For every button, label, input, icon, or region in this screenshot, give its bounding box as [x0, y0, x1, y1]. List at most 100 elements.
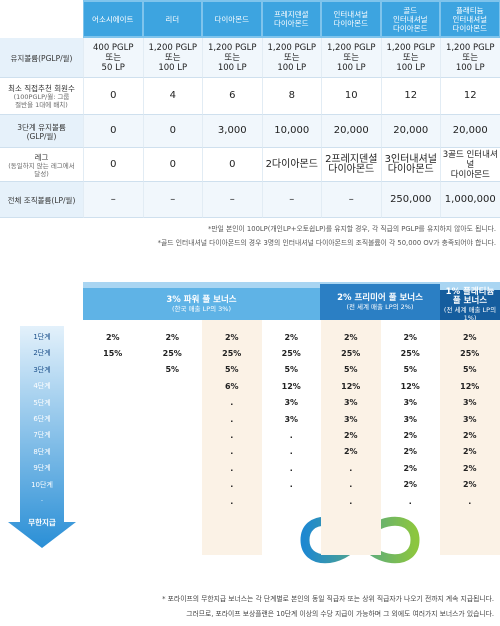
cell: 0 [202, 148, 262, 182]
percent: 3% [343, 398, 358, 408]
percent: 2% [462, 447, 477, 457]
cell: 20,000 [440, 115, 500, 148]
level-label: 2단계 [33, 349, 51, 358]
cell: 1,200 PGLP 또는 100 LP [261, 38, 321, 78]
cell: 1,200 PGLP 또는 100 LP [142, 38, 202, 78]
percent: 2% [343, 430, 358, 440]
cell: 10,000 [261, 115, 321, 148]
bonus-header: 2% 프리미어 풀 보너스 (전 세계 매출 LP의 2%) [320, 284, 440, 320]
percent: . [230, 414, 234, 424]
percent: 5% [403, 365, 418, 375]
percent: . [468, 496, 472, 506]
percent: 12% [400, 381, 420, 391]
percent: . [289, 480, 293, 490]
cell: 3골드 인터내셔널 다이아몬드 [440, 148, 500, 182]
percent: 2% [462, 463, 477, 473]
row-label: 레그 (동일하지 않는 레그에서 달성) [0, 148, 83, 182]
percent: 25% [222, 348, 242, 358]
col-header: 인터내셔널 다이아몬드 [322, 2, 380, 36]
cell: 400 PGLP 또는 50 LP [83, 38, 143, 78]
percent: . [230, 480, 234, 490]
cell: 0 [83, 78, 143, 115]
bonus-header: 1% 플래티늄 풀 보너스 (전 세계 매출 LP의 1%) [440, 287, 500, 322]
percent: 5% [462, 365, 477, 375]
percent: 25% [162, 348, 182, 358]
cell: 3,000 [202, 115, 262, 148]
infinite-label: 무한지급 [28, 517, 56, 527]
percent: . [230, 496, 234, 506]
bonus-title: 3% 파워 풀 보너스 [166, 294, 237, 305]
row-label-bg [0, 38, 83, 78]
percent: 2% [165, 332, 180, 342]
col-header: 골드 인터내셔널 다이아몬드 [381, 2, 439, 36]
note: *만일 본인이 100LP(개인LP+오토쉽LP)를 유지할 경우, 각 직급의… [207, 225, 496, 233]
label-sub: (동일하지 않는 레그에서 달성) [8, 161, 75, 178]
percent: . [230, 447, 234, 457]
percent: 5% [343, 365, 358, 375]
bonus-title: 2% 프리미어 풀 보너스 [337, 292, 423, 303]
col-header: 리더 [143, 2, 201, 36]
row-label: 전체 조직볼륨(LP/월) [0, 182, 83, 218]
percent: 2% [403, 447, 418, 457]
cell: 250,000 [380, 182, 440, 218]
percent: 2% [403, 463, 418, 473]
percent: 25% [281, 348, 301, 358]
cell: 1,200 PGLP 또는 100 LP [440, 38, 500, 78]
level-label: 9단계 [33, 464, 51, 473]
row-label-bg [0, 182, 83, 218]
col-header: 다이아몬드 [203, 2, 261, 36]
level-label: 6단계 [33, 415, 51, 423]
cell: 0 [142, 115, 202, 148]
bonus-title: 1% 플래티늄 풀 보너스 [445, 287, 495, 306]
cell: 1,200 PGLP 또는 100 LP [380, 38, 440, 78]
row-label: 3단계 유지볼륨 (GLP/월) [0, 115, 83, 148]
label-text: 유지볼륨(PGLP/월) [10, 53, 73, 63]
percent: 3% [284, 414, 299, 424]
bonus-subtitle: (한국 매출 LP의 3%) [171, 304, 232, 313]
level-label: · [40, 497, 44, 505]
note: *골드 인터내셔널 다이아몬드의 경우 3명의 인터내셔널 다이아몬드의 조직볼… [157, 239, 496, 247]
percent: 3% [284, 398, 299, 408]
row-label: 최소 직접추천 회원수 (100PGLP/월: 그룹 절반을 1대에 배치) [0, 78, 83, 115]
percent: 2% [462, 430, 477, 440]
cell: 4 [142, 78, 202, 115]
percent: 12% [460, 381, 480, 391]
cell: 3인터내셔널 다이아몬드 [380, 148, 440, 182]
cell: – [261, 182, 321, 218]
cell: – [142, 182, 202, 218]
cell: 12 [440, 78, 500, 115]
percent: 2% [284, 332, 299, 342]
percent: 3% [343, 414, 358, 424]
cell: 0 [83, 148, 143, 182]
level-label: 7단계 [33, 431, 51, 440]
arrow [8, 326, 76, 548]
percent: 15% [103, 348, 123, 358]
percent: . [289, 463, 293, 473]
bonus-header: 3% 파워 풀 보너스 (한국 매출 LP의 3%) [83, 288, 320, 320]
percent: 5% [165, 365, 180, 375]
percent: 5% [224, 365, 239, 375]
percent: 2% [224, 332, 239, 342]
percent: 2% [403, 480, 418, 490]
cell: 6 [202, 78, 262, 115]
percent: 2% [462, 480, 477, 490]
cell: 0 [83, 115, 143, 148]
percent: 25% [400, 348, 420, 358]
percent: 3% [403, 398, 418, 408]
col-header: 플래티늄 인터내셔널 다이아몬드 [441, 2, 499, 36]
percent: 3% [462, 398, 477, 408]
cell: 20,000 [380, 115, 440, 148]
footer-note: 그러므로, 포라이프 보상플랜은 10단계 이상의 수당 지급이 가능하며 그 … [186, 610, 494, 618]
cell: 12 [380, 78, 440, 115]
level-label: 4단계 [33, 382, 51, 391]
percent: . [230, 398, 234, 408]
cell: – [321, 182, 381, 218]
level-label: 8단계 [33, 447, 51, 456]
row-label-bg [0, 115, 83, 148]
col-header: 프레지덴셜 다이아몬드 [262, 2, 320, 36]
cell: – [83, 182, 143, 218]
cell: – [202, 182, 262, 218]
cell: 10 [321, 78, 381, 115]
beige [440, 320, 500, 555]
percent: 2% [403, 332, 418, 342]
